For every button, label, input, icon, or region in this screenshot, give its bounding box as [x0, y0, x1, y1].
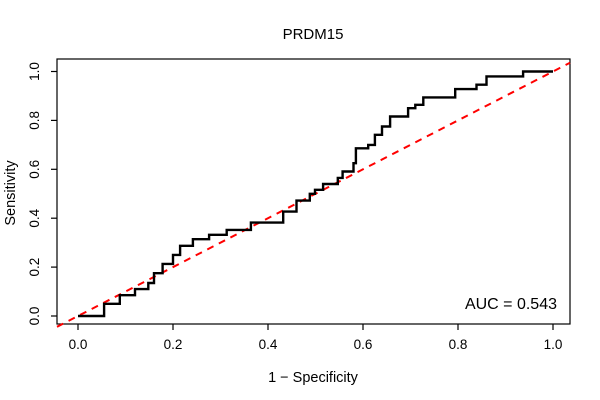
y-tick-label: 0.6	[27, 160, 42, 179]
y-tick-label: 0.8	[27, 111, 42, 130]
y-tick-label: 0.4	[27, 208, 42, 227]
roc-curve	[78, 70, 553, 318]
auc-annotation: AUC = 0.543	[465, 296, 557, 313]
plot-title: PRDM15	[283, 26, 344, 43]
x-tick-label: 1.0	[544, 337, 563, 352]
y-axis-label: Sensitivity	[3, 160, 19, 226]
y-axis-ticks: 0.0 0.2 0.4 0.6 0.8 1.0	[27, 62, 57, 325]
y-tick-label: 1.0	[27, 62, 42, 81]
y-tick-label: 0.0	[27, 307, 42, 326]
plot-box	[56, 58, 571, 325]
x-axis-label: 1 − Specificity	[268, 370, 359, 386]
x-axis-ticks: 0.0 0.2 0.4 0.6 0.8 1.0	[69, 324, 563, 352]
x-tick-label: 0.0	[69, 337, 88, 352]
x-tick-label: 0.6	[354, 337, 373, 352]
y-tick-label: 0.2	[27, 258, 42, 277]
x-tick-label: 0.8	[449, 337, 468, 352]
x-tick-label: 0.2	[164, 337, 183, 352]
x-tick-label: 0.4	[259, 337, 278, 352]
